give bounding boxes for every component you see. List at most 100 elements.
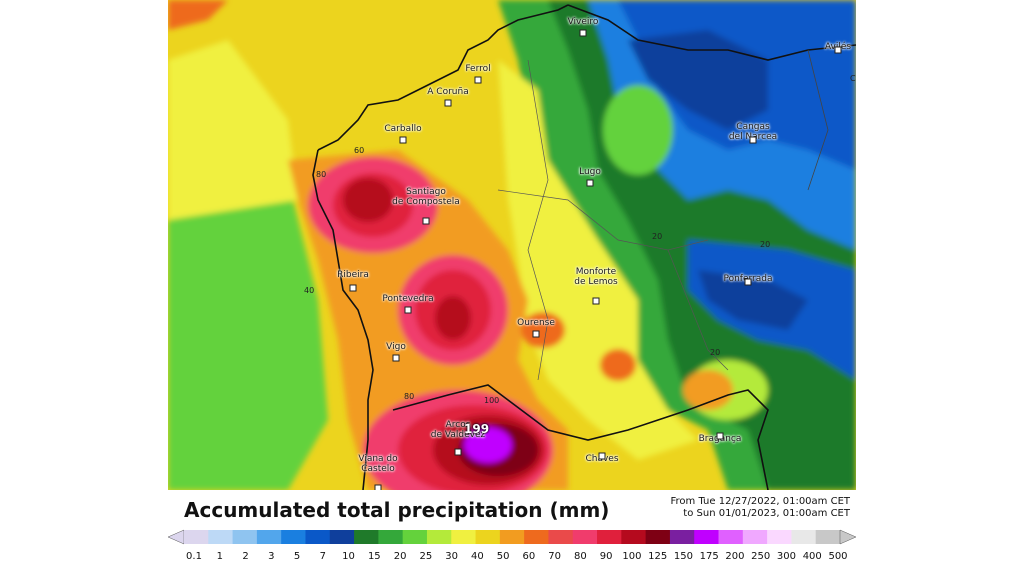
city-label: Monforte de Lemos bbox=[574, 267, 618, 287]
city-label: Ribeira bbox=[337, 270, 369, 280]
contour-label: 20 bbox=[652, 232, 663, 241]
city-marker bbox=[374, 484, 382, 490]
period-to: to Sun 01/01/2023, 01:00am CET bbox=[683, 508, 850, 519]
city-marker bbox=[834, 46, 842, 54]
scale-swatch bbox=[718, 530, 744, 544]
scale-tick-label: 0.1 bbox=[186, 551, 202, 562]
scale-tick-label: 40 bbox=[470, 551, 484, 562]
period-from: From Tue 12/27/2022, 01:00am CET bbox=[670, 496, 850, 507]
city-marker bbox=[392, 354, 400, 362]
city-label: Viana do Castelo bbox=[358, 454, 398, 474]
city-marker bbox=[454, 448, 462, 456]
scale-tick-label: 100 bbox=[622, 551, 642, 562]
color-scale-bar bbox=[168, 529, 856, 545]
contour-label: 80 bbox=[404, 392, 415, 401]
scale-tick-label: 70 bbox=[548, 551, 561, 562]
city-label: Carballo bbox=[384, 124, 422, 134]
scale-tick-label: 90 bbox=[599, 551, 613, 562]
precipitation-map: ViveiroAvilésFerrolA CoruñaCarballoCanga… bbox=[168, 0, 856, 490]
city-marker bbox=[716, 432, 724, 440]
city-marker bbox=[474, 76, 482, 84]
city-label: Vigo bbox=[386, 342, 406, 352]
city-marker bbox=[399, 136, 407, 144]
scale-swatch bbox=[184, 530, 209, 544]
city-label: Pontevedra bbox=[382, 294, 434, 304]
scale-swatch bbox=[815, 530, 841, 544]
city-marker bbox=[349, 284, 357, 292]
scale-swatch bbox=[475, 530, 501, 544]
scale-swatch bbox=[354, 530, 379, 544]
scale-tick-label: 125 bbox=[648, 551, 668, 562]
scale-swatch bbox=[791, 530, 817, 544]
city-marker bbox=[422, 217, 430, 225]
contour-label: 100 bbox=[484, 396, 500, 405]
scale-arrow-left bbox=[168, 529, 185, 545]
city-marker bbox=[532, 330, 540, 338]
scale-tick-label: 7 bbox=[319, 551, 326, 562]
scale-arrow-right bbox=[839, 529, 856, 545]
scale-swatch bbox=[597, 530, 622, 544]
scale-swatch bbox=[767, 530, 792, 544]
city-marker bbox=[579, 29, 587, 37]
contour-label: 60 bbox=[354, 146, 365, 155]
scale-tick-label: 80 bbox=[574, 551, 587, 562]
city-marker bbox=[444, 99, 452, 107]
scale-swatch bbox=[621, 530, 647, 544]
scale-swatch bbox=[548, 530, 574, 544]
scale-tick-label: 200 bbox=[725, 551, 745, 562]
scale-swatch bbox=[694, 530, 720, 544]
city-marker bbox=[404, 306, 412, 314]
contour-label: 80 bbox=[316, 170, 327, 179]
city-marker bbox=[592, 297, 600, 305]
scale-tick-label: 400 bbox=[802, 551, 822, 562]
scale-swatch bbox=[208, 530, 234, 544]
city-label: Ourense bbox=[517, 318, 555, 328]
time-period: From Tue 12/27/2022, 01:00am CET to Sun … bbox=[640, 496, 850, 520]
precipitation-field bbox=[168, 0, 856, 490]
scale-tick-label: 175 bbox=[699, 551, 719, 562]
city-label: Viveiro bbox=[567, 17, 599, 27]
scale-swatch bbox=[378, 530, 404, 544]
city-marker bbox=[598, 452, 606, 460]
scale-swatch bbox=[256, 530, 282, 544]
scale-tick-label: 25 bbox=[419, 551, 433, 562]
city-label: Santiago de Compostela bbox=[392, 187, 460, 207]
scale-tick-label: 150 bbox=[673, 551, 693, 562]
max-value-label: 199 bbox=[464, 422, 490, 436]
scale-tick-label: 3 bbox=[268, 551, 275, 562]
scale-swatch bbox=[572, 530, 598, 544]
scale-swatch bbox=[305, 530, 331, 544]
scale-swatch bbox=[669, 530, 695, 544]
scale-tick-label: 250 bbox=[751, 551, 771, 562]
scale-swatch bbox=[232, 530, 258, 544]
scale-tick-label: 50 bbox=[496, 551, 510, 562]
scale-tick-label: 300 bbox=[776, 551, 797, 562]
scale-swatch bbox=[329, 530, 355, 544]
scale-swatch bbox=[742, 530, 768, 544]
scale-tick-label: 1 bbox=[216, 551, 223, 562]
city-marker bbox=[586, 179, 594, 187]
scale-tick-label: 15 bbox=[367, 551, 381, 562]
city-label: Arcos de Valdevez bbox=[430, 420, 486, 440]
city-label: Lugo bbox=[579, 167, 601, 177]
scale-tick-label: 10 bbox=[342, 551, 355, 562]
scale-swatch bbox=[451, 530, 477, 544]
scale-tick-label: 20 bbox=[393, 551, 407, 562]
scale-tick-label: 2 bbox=[242, 551, 249, 562]
scale-swatch bbox=[281, 530, 306, 544]
contour-label: 20 bbox=[760, 240, 771, 249]
scale-swatch bbox=[499, 530, 525, 544]
scale-tick-label: 5 bbox=[293, 551, 301, 562]
scale-swatch bbox=[402, 530, 428, 544]
legend-title: Accumulated total precipitation (mm) bbox=[184, 498, 610, 522]
city-marker bbox=[749, 136, 757, 144]
scale-swatch bbox=[426, 530, 452, 544]
scale-tick-label: 60 bbox=[522, 551, 536, 562]
scale-swatch bbox=[645, 530, 671, 544]
contour-label: 40 bbox=[304, 286, 315, 295]
edge-label: C bbox=[850, 74, 856, 83]
scale-swatch bbox=[524, 530, 549, 544]
city-label: Ferrol bbox=[465, 64, 491, 74]
scale-tick-label: 30 bbox=[445, 551, 458, 562]
city-label: A Coruña bbox=[427, 87, 469, 97]
